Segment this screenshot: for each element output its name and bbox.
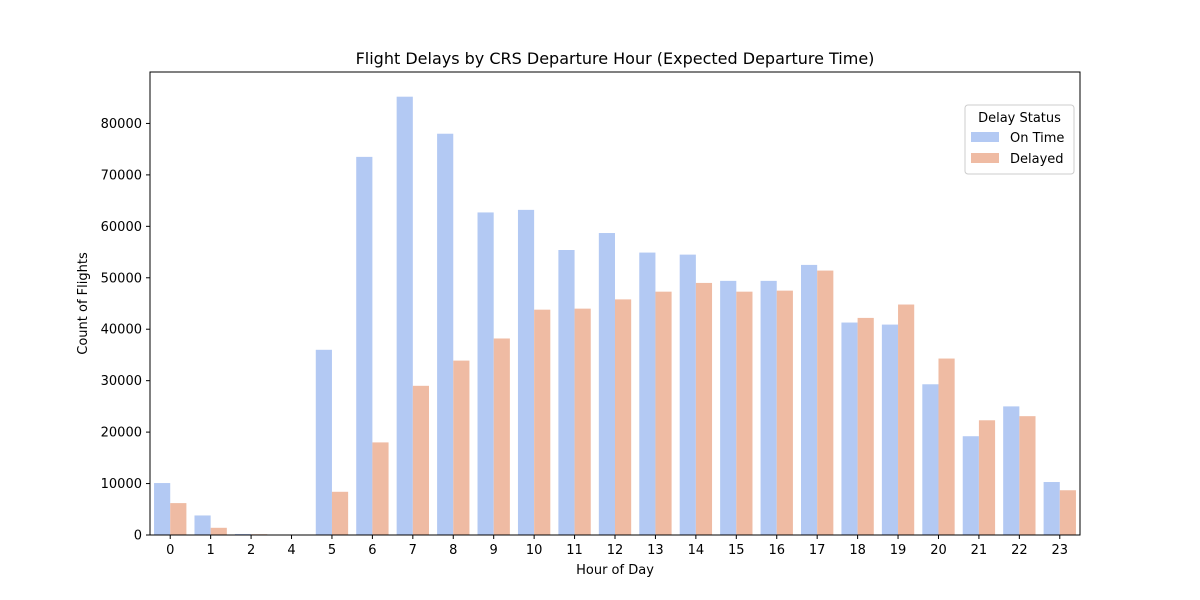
x-tick-label: 4 (287, 543, 295, 558)
x-tick-label: 20 (930, 543, 947, 558)
x-tick-label: 9 (490, 543, 498, 558)
bar-on-time-13 (639, 252, 656, 535)
bar-on-time-23 (1043, 482, 1060, 535)
bar-on-time-15 (720, 280, 737, 535)
bar-delayed-7 (412, 385, 429, 535)
y-tick-label: 80000 (101, 117, 142, 132)
x-tick-label: 6 (368, 543, 376, 558)
x-tick-label: 22 (1011, 543, 1028, 558)
bar-delayed-22 (1019, 416, 1036, 535)
legend-label: Delayed (1010, 152, 1064, 167)
y-tick-label: 30000 (101, 374, 142, 389)
x-tick-label: 18 (849, 543, 866, 558)
bar-delayed-18 (857, 317, 874, 535)
x-tick-label: 21 (971, 543, 988, 558)
x-axis-label: Hour of Day (576, 563, 654, 578)
bar-delayed-21 (978, 420, 996, 535)
bar-on-time-11 (558, 249, 575, 535)
x-tick-label: 2 (247, 543, 255, 558)
y-tick-label: 70000 (101, 168, 142, 183)
bar-on-time-17 (801, 264, 818, 535)
chart-title: Flight Delays by CRS Departure Hour (Exp… (356, 49, 875, 68)
x-tick-label: 7 (409, 543, 417, 558)
bar-delayed-16 (776, 290, 793, 535)
bar-on-time-5 (315, 349, 332, 535)
bar-on-time-12 (598, 233, 615, 535)
y-axis: 0 10000 20000 30000 40000 50000 60000 70000 8000… (101, 117, 150, 544)
y-tick-label: 20000 (101, 426, 142, 441)
plot-frame (149, 71, 1081, 536)
x-tick-label: 19 (890, 543, 907, 558)
bar-on-time-20 (922, 384, 939, 535)
x-tick-label: 10 (526, 543, 543, 558)
bar-on-time-18 (841, 322, 858, 535)
bar-on-time-6 (356, 156, 373, 535)
bar-delayed-20 (938, 358, 955, 535)
bar-delayed-17 (817, 270, 834, 535)
y-tick-label: 50000 (101, 271, 142, 286)
legend-swatch (971, 153, 999, 163)
x-tick-label: 15 (728, 543, 745, 558)
y-tick-label: 40000 (101, 323, 142, 338)
bar-on-time-14 (679, 254, 696, 535)
x-tick-label: 8 (449, 543, 457, 558)
x-tick-label: 11 (566, 543, 583, 558)
legend-swatch (971, 132, 999, 142)
bar-on-time-21 (962, 436, 979, 535)
bar-delayed-9 (493, 338, 510, 535)
x-tick-label: 13 (647, 543, 664, 558)
bar-on-time-16 (760, 280, 777, 535)
legend-title: Delay Status (978, 111, 1061, 126)
x-tick-label: 1 (207, 543, 215, 558)
bar-on-time-0 (154, 483, 171, 535)
bar-on-time-1 (194, 515, 211, 535)
y-axis-label: Count of Flights (76, 252, 91, 355)
x-tick-label: 0 (166, 543, 174, 558)
bar-delayed-11 (574, 308, 591, 535)
bar-delayed-1 (210, 527, 227, 535)
x-tick-label: 23 (1052, 543, 1069, 558)
x-tick-label: 17 (809, 543, 826, 558)
bar-delayed-15 (736, 291, 753, 535)
bar-delayed-14 (695, 282, 713, 535)
x-tick-label: 16 (768, 543, 785, 558)
bar-on-time-10 (517, 209, 535, 536)
legend: Delay Status On Time Delayed (964, 104, 1075, 175)
bar-delayed-12 (615, 299, 632, 535)
bar-delayed-10 (534, 309, 551, 535)
bar-delayed-6 (372, 442, 389, 535)
legend-label: On Time (1010, 131, 1064, 146)
bar-on-time-8 (437, 133, 454, 535)
bar-on-time-9 (477, 212, 494, 535)
bar-delayed-13 (655, 291, 672, 535)
bar-delayed-5 (331, 491, 349, 535)
bar-delayed-19 (898, 304, 915, 535)
bar-delayed-8 (453, 360, 470, 535)
bar-on-time-19 (881, 324, 899, 535)
bar-on-time-7 (396, 96, 413, 536)
x-tick-label: 5 (328, 543, 336, 558)
bar-delayed-23 (1059, 490, 1076, 535)
bars-group (154, 96, 1076, 536)
y-tick-label: 0 (134, 529, 142, 544)
bar-on-time-2 (234, 533, 252, 535)
bar-on-time-22 (1003, 406, 1020, 535)
x-tick-label: 12 (607, 543, 624, 558)
x-tick-label: 14 (688, 543, 705, 558)
x-axis: 0 1 2 4 5 6 7 8 9 10 11 12 13 14 15 16 17 18 19 20 21 22 23 (166, 535, 1068, 558)
y-tick-label: 10000 (101, 477, 142, 492)
bar-delayed-0 (170, 503, 187, 535)
y-tick-label: 60000 (101, 220, 142, 235)
